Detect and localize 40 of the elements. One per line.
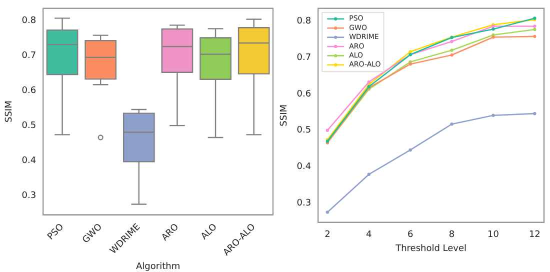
point [533, 28, 536, 32]
y-tick-label: 0.7 [22, 50, 36, 61]
point [450, 122, 454, 126]
y-tick-label: 0.4 [296, 162, 312, 172]
point [408, 50, 412, 54]
point [408, 148, 412, 152]
x-tick-label: 8 [448, 230, 455, 240]
point [492, 114, 495, 117]
x-axis-title: Threshold Level [394, 244, 467, 254]
x-tick-label: 12 [528, 230, 540, 240]
point [492, 28, 495, 31]
y-tick-label: 0.5 [22, 120, 36, 131]
y-tick-label: 0.3 [296, 198, 312, 208]
point [492, 36, 495, 39]
y-tick-label: 0.3 [22, 190, 36, 201]
y-tick-label: 0.6 [22, 86, 36, 96]
x-tick-label: 6 [407, 230, 414, 240]
point [326, 128, 330, 132]
point [533, 34, 536, 38]
point [450, 53, 454, 57]
point [408, 62, 412, 66]
x-tick-label: 4 [366, 230, 372, 240]
x-tick-label: 10 [488, 230, 500, 240]
x-axis-title: Algorithm [136, 262, 180, 272]
y-tick-label: 0.4 [22, 156, 36, 166]
point [533, 24, 536, 28]
x-tick-label: 2 [324, 230, 330, 240]
y-tick-label: 0.7 [296, 52, 312, 63]
y-tick-label: 0.8 [296, 16, 312, 26]
point [326, 210, 330, 214]
y-tick-label: 0.8 [22, 16, 36, 26]
y-tick-label: 0.5 [296, 126, 312, 136]
point [450, 48, 454, 52]
point [367, 172, 370, 176]
y-axis-title: SSIM [4, 100, 15, 123]
point [367, 80, 370, 84]
point [533, 112, 536, 116]
y-axis-title: SSIM [280, 104, 290, 126]
y-tick-label: 0.6 [296, 89, 312, 100]
point [450, 40, 454, 44]
